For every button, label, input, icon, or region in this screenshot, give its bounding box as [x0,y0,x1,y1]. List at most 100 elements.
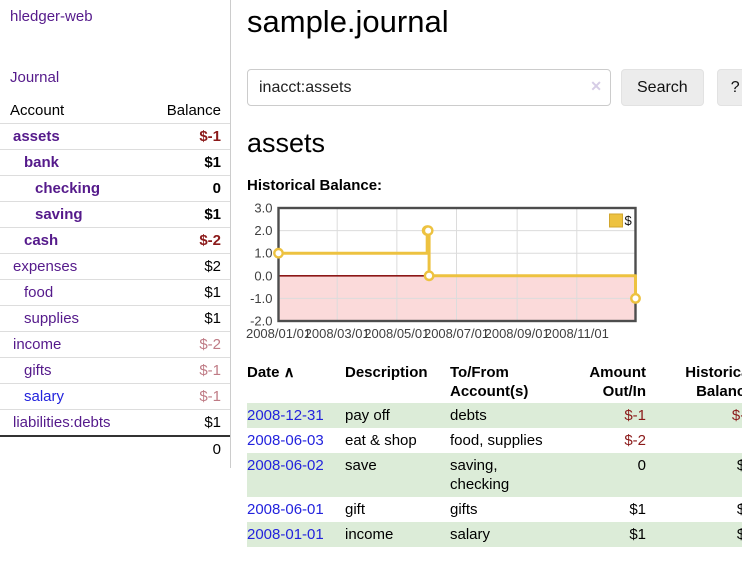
x-axis-tick-label: 2008/03/01 [305,326,370,341]
account-balance: $-2 [138,331,230,358]
account-link[interactable]: food [24,284,54,301]
account-balance: $-1 [138,123,230,150]
account-balance: $-2 [138,227,230,254]
transaction-balance: $2 [646,453,742,497]
search-input[interactable] [247,69,611,106]
transaction-description: pay off [345,403,450,428]
account-balance: $1 [138,279,230,306]
plot-border [277,206,637,323]
account-row: liabilities:debts $1 [0,409,230,436]
brand-link[interactable]: hledger-web [10,8,93,25]
transaction-amount: $1 [568,522,646,547]
accounts-total-spacer [0,435,139,462]
account-name-cell: salary [0,383,139,410]
transaction-row: 2008-06-03 eat & shop food, supplies $-20 [247,428,742,453]
account-name-cell: expenses [0,253,139,280]
accounts-header-balance: Balance [166,102,221,119]
account-name-cell: checking [0,175,139,202]
transaction-date-link[interactable]: 2008-12-31 [247,407,324,424]
transaction-amount: 0 [568,453,646,497]
transaction-date-cell: 2008-06-03 [247,428,345,453]
accounts-total-row: 0 [0,435,230,462]
account-balance: $1 [138,305,230,332]
clear-search-icon[interactable]: ✕ [590,78,602,94]
transaction-balance: $1 [646,522,742,547]
account-row: cash $-2 [0,227,230,254]
account-link[interactable]: income [13,336,62,353]
account-link[interactable]: supplies [24,310,80,327]
transaction-date-link[interactable]: 2008-06-03 [247,432,324,449]
accounts-header-account: Account [10,102,65,119]
column-header-to-from-account-s-: To/From Account(s) [450,364,529,400]
search-button[interactable]: Search [621,69,704,106]
column-header-amount-out-in: Amount Out/In [589,364,646,400]
account-name-cell: supplies [0,305,139,332]
transaction-date-cell: 2008-01-01 [247,522,345,547]
transaction-date-cell: 2008-06-02 [247,453,345,497]
account-link[interactable]: gifts [24,362,52,379]
transaction-accounts: salary [450,522,568,547]
transaction-date-link[interactable]: 2008-06-01 [247,501,324,518]
sort-ascending-icon[interactable]: ∧ [279,364,295,381]
account-balance: $-1 [138,357,230,384]
column-header-date[interactable]: Date ∧ [247,364,295,381]
search-input-wrap: ✕ [247,69,611,106]
account-name-cell: assets [0,123,139,150]
page-title: sample.journal [247,4,449,39]
transaction-description: save [345,453,450,497]
transaction-accounts: debts [450,403,568,428]
x-axis-tick-label: 2008/09/01 [485,326,550,341]
account-link[interactable]: bank [24,154,60,171]
transaction-accounts: food, supplies [450,432,543,449]
transaction-date-link[interactable]: 2008-06-02 [247,457,324,474]
account-link[interactable]: assets [13,128,60,145]
accounts-table: Account Balance assets $-1 bank $1 checking 0… [0,99,230,462]
data-point-marker [273,247,284,259]
account-link[interactable]: saving [35,206,83,223]
account-name-cell: gifts [0,357,139,384]
account-balance: 0 [138,175,230,202]
historical-balance-chart: $3.0 2.0 1.0 0.0 -1.0 -2.0 2008/01/01 2008/03/0… [246,201,742,345]
account-balance: $-1 [138,383,230,410]
account-row: salary $-1 [0,383,230,410]
column-header-description: Description [345,364,428,381]
transaction-description: eat & shop [345,432,417,449]
account-link[interactable]: liabilities:debts [13,414,111,431]
account-name-cell: food [0,279,139,306]
account-name-cell: cash [0,227,139,254]
help-button[interactable]: ? [716,69,742,106]
transaction-accounts: gifts [450,501,478,518]
nav-journal-link[interactable]: Journal [10,69,60,86]
account-link[interactable]: checking [35,180,101,197]
transaction-balance: $2 [736,501,742,518]
transaction-date-link[interactable]: 2008-01-01 [247,526,324,543]
accounts-header-row: Account Balance [0,99,230,124]
transaction-accounts: saving, checking [450,453,568,497]
transaction-description: income [345,522,450,547]
account-balance: $2 [138,253,230,280]
transaction-row: 2008-06-01 gift gifts $1 $2 [247,497,742,522]
x-axis-tick-label: 2008/07/01 [424,326,489,341]
y-axis-tick-label: 0.0 [254,268,272,283]
x-axis-tick-label: 2008/11/01 [545,326,609,341]
y-axis-tick-label: 2.0 [254,223,272,238]
account-link[interactable]: expenses [13,258,78,275]
sidebar: hledger-web Journal Account Balance asse… [0,0,231,468]
account-row: gifts $-1 [0,357,230,384]
account-balance: $1 [138,149,230,176]
chart-canvas: $3.0 2.0 1.0 0.0 -1.0 -2.02008/01/012008/03/0… [246,201,641,341]
legend-label: $ [625,213,633,228]
account-name-cell: bank [0,149,139,176]
legend-swatch [609,213,623,228]
account-balance: $1 [138,201,230,228]
transactions-table: Date ∧ Description To/From Account(s) Amoun… [247,362,742,547]
data-point-marker [423,270,435,282]
account-row: expenses $2 [0,253,230,280]
account-row: bank $1 [0,149,230,176]
account-link[interactable]: salary [24,388,65,405]
account-link[interactable]: cash [24,232,59,249]
